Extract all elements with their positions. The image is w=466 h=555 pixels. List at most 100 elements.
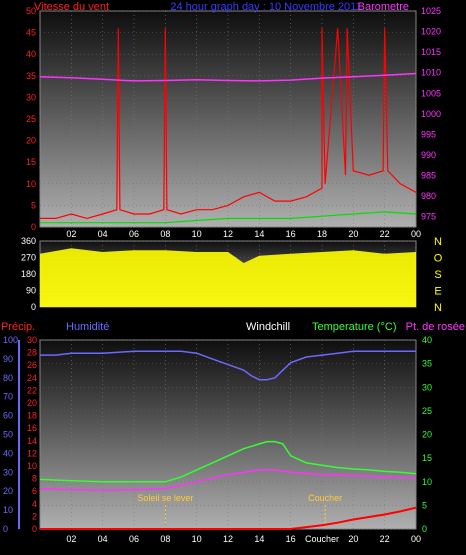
wind-x-tick-label: 16 [286,229,296,239]
temperature-x-tick-label: 10 [192,534,202,544]
direction-tick-label: 270 [21,253,36,263]
wind-series [39,28,417,224]
barometer-right-axis: 975 980 985 990 995 1000 1005 1010 1015 1020 1025 [421,6,441,222]
precip-tick-label: 4 [32,499,37,509]
temperature-x-tick-label: 08 [160,534,170,544]
wind-x-tick-label: 00 [411,229,421,239]
temperature-tick-label: 40 [422,335,432,345]
wind-left-tick-label: 10 [26,179,36,189]
temperature-x-tick-label: 20 [348,534,358,544]
barometer-tick-label: 980 [421,191,436,201]
humidity-tick-label: 60 [3,411,13,421]
humidity-tick-label: 40 [3,448,13,458]
barometer-tick-label: 995 [421,129,436,139]
humidity-tick-label: 0 [3,524,8,534]
temperature-panel: Soleil se lever Coucher 01020304050607080… [1,321,465,544]
chart-title: 24 hour graph day : 10 Novembre 2011 [170,1,361,13]
wind-speed-line [40,28,417,220]
temperature-tick-label: 35 [422,359,432,369]
direction-tick-label: 360 [21,236,36,246]
temperature-tick-label: 25 [422,406,432,416]
humidity-tick-label: 10 [3,505,13,515]
direction-tick-label: 90 [26,286,36,296]
wind-x-tick-label: 10 [192,229,202,239]
temperature-right-axis: 0 5 10 15 20 25 30 35 40 [422,335,432,534]
temperature-x-tick-label: 00 [411,534,421,544]
direction-left-axis: 0 90 180 270 360 [21,236,36,312]
wind-axis-label: Vitesse du vent [34,1,109,13]
precip-tick-label: 16 [27,423,37,433]
wind-left-tick-label: 25 [26,114,36,124]
humidity-line [40,350,416,381]
gust-line [40,211,417,224]
barometer-tick-label: 1000 [421,109,441,119]
wind-x-tick-label: 20 [348,229,358,239]
precip-tick-label: 8 [32,474,37,484]
temperature-line [39,440,417,483]
temperature-label: Temperature (°C) [312,321,396,333]
humidity-tick-label: 30 [3,467,13,477]
barometer-tick-label: 1015 [421,47,441,57]
direction-series [40,248,416,307]
wind-left-tick-label: 15 [26,157,36,167]
temperature-series [39,350,417,530]
sun-event-label: Soleil se lever [137,493,193,503]
wind-left-axis: 0 5 10 15 20 25 30 35 40 45 50 [26,6,36,232]
sun-event-label: Coucher [308,493,342,503]
humidity-tick-label: 20 [3,486,13,496]
wind-left-tick-label: 30 [26,92,36,102]
sun-annotations: Soleil se lever Coucher [137,493,342,525]
wind-x-tick-label: 04 [98,229,108,239]
temperature-x-tick-label: 12 [223,534,233,544]
barometer-tick-label: 985 [421,171,436,181]
wind-x-tick-label: 18 [317,229,327,239]
temperature-x-tick-label: Coucher [305,534,339,544]
barometer-tick-label: 1010 [421,68,441,78]
temperature-x-tick-label: 02 [66,534,76,544]
temperature-x-axis: 02 04 06 08 10 12 14 16 Coucher 20 22 00 [66,534,421,544]
wind-x-tick-label: 02 [66,229,76,239]
precip-tick-label: 10 [27,461,37,471]
temperature-tick-label: 15 [422,453,432,463]
windchill-label: Windchill [246,321,290,333]
humidity-tick-label: 80 [3,373,13,383]
barometer-tick-label: 975 [421,212,436,222]
direction-tick-label: 180 [21,269,36,279]
wind-left-tick-label: 5 [31,200,36,210]
barometer-axis-label: Barometre [358,1,409,13]
direction-tick-label: 0 [31,302,36,312]
wind-x-axis: 02 04 06 08 10 12 14 16 18 20 22 00 [66,229,421,239]
temperature-tick-label: 30 [422,382,432,392]
temperature-x-tick-label: 04 [98,534,108,544]
precip-label: Précip. [1,321,35,333]
barometer-tick-label: 990 [421,150,436,160]
compass-label: E [434,286,441,298]
wind-left-tick-label: 0 [31,222,36,232]
temperature-tick-label: 0 [422,524,427,534]
compass-label: O [434,253,443,265]
temperature-tick-label: 5 [422,500,427,510]
humidity-tick-label: 50 [3,430,13,440]
barometer-tick-label: 1025 [421,6,441,16]
precip-tick-label: 12 [27,448,37,458]
temperature-x-tick-label: 14 [254,534,264,544]
humidity-tick-label: 100 [3,335,18,345]
wind-left-tick-label: 45 [26,28,36,38]
compass-label: S [434,269,441,281]
temperature-x-tick-label: 22 [380,534,390,544]
precip-tick-label: 30 [27,335,37,345]
precip-tick-label: 26 [27,360,37,370]
precip-tick-label: 14 [27,436,37,446]
wind-x-tick-label: 12 [223,229,233,239]
humidity-axis: 0 10 20 30 40 50 60 70 80 90 100 [3,335,20,534]
temperature-tick-label: 10 [422,477,432,487]
barometer-tick-label: 1020 [421,27,441,37]
temperature-tick-label: 20 [422,430,432,440]
wind-x-tick-label: 06 [129,229,139,239]
compass-label: N [434,302,442,314]
barometer-tick-label: 1005 [421,88,441,98]
precip-tick-label: 20 [27,398,37,408]
